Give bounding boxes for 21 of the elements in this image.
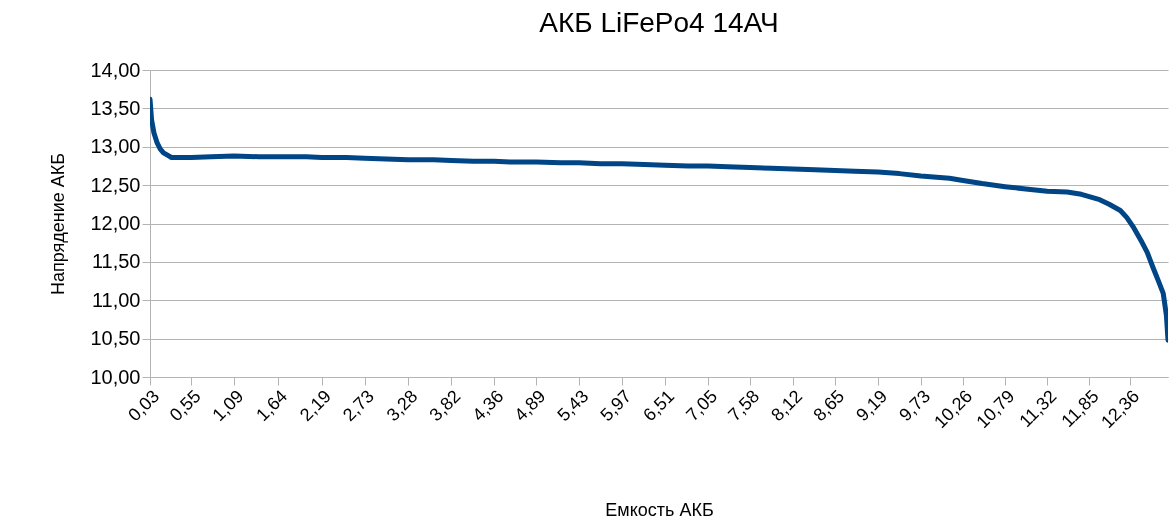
x-tick-label: 0,55: [165, 386, 205, 426]
y-tick-label: 12,50: [90, 173, 141, 196]
x-axis-title: Емкость АКБ: [605, 500, 714, 521]
x-tick-label: 6,51: [639, 386, 679, 426]
x-tick-label: 9,19: [852, 386, 892, 426]
y-tick-label: 10,00: [90, 365, 141, 388]
y-tick-label: 11,50: [91, 250, 141, 273]
x-tick-label: 0,03: [124, 386, 164, 426]
x-tick-label: 7,58: [724, 386, 764, 426]
y-tick-label: 14,00: [90, 58, 141, 81]
y-tick-label: 10,50: [90, 327, 141, 350]
y-axis-title: Напрядение АКБ: [48, 152, 69, 296]
x-tick-label: 1,09: [208, 386, 248, 426]
y-tick-label: 13,50: [90, 96, 141, 119]
x-tick-label: 4,36: [468, 386, 508, 426]
y-tick-label: 12,00: [90, 212, 141, 234]
chart-title: АКБ LiFePo4 14АЧ: [539, 7, 779, 38]
y-tick-label: 11,00: [91, 288, 141, 311]
x-tick-label: 7,05: [682, 386, 722, 426]
y-tick-label: 13,00: [90, 135, 141, 158]
x-tick-label: 4,89: [510, 386, 550, 426]
